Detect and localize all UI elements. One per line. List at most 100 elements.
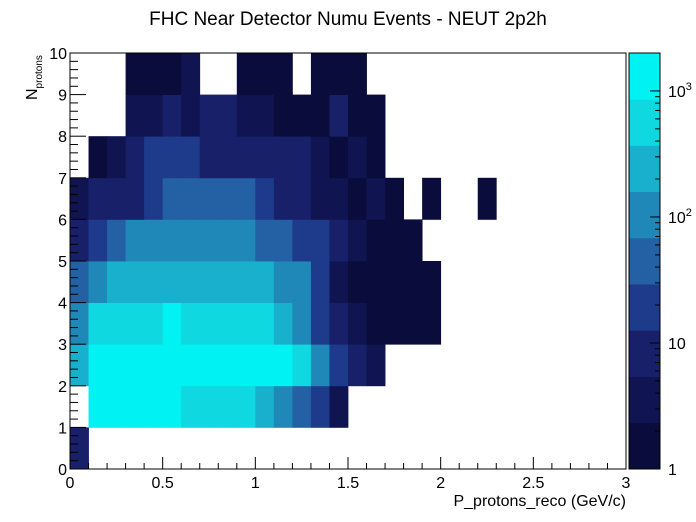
heatmap-cell [144, 261, 164, 303]
heatmap-cell [329, 344, 349, 387]
heatmap-cell [273, 136, 293, 179]
heatmap-cell [162, 53, 182, 95]
heatmap-cell [181, 219, 201, 262]
x-tick-label: 1 [251, 475, 260, 492]
heatmap-cell [218, 344, 238, 387]
heatmap-cell [348, 94, 367, 137]
heatmap-cell [144, 302, 164, 345]
heatmap-cell [422, 302, 442, 345]
heatmap-cell [236, 136, 256, 179]
heatmap-cell [366, 261, 386, 303]
color-scale-label: 102 [668, 207, 692, 227]
heatmap-cell [273, 177, 293, 220]
heatmap-cell [88, 302, 108, 345]
heatmap-cell [88, 219, 108, 262]
heatmap-cell [70, 261, 89, 303]
heatmap-cell [255, 136, 275, 179]
heatmap-cell [218, 261, 238, 303]
heatmap-cell [422, 261, 442, 303]
heatmap-cell [255, 385, 275, 428]
heatmap-cell [125, 136, 145, 179]
x-tick-label: 0.5 [152, 475, 174, 492]
heatmap-cell [348, 219, 367, 262]
heatmap-cell [88, 344, 108, 387]
y-tick-label: 1 [58, 420, 67, 437]
heatmap-cell [162, 344, 182, 387]
heatmap-cell [329, 177, 349, 220]
heatmap-cell [310, 261, 330, 303]
heatmap-cell [366, 219, 386, 262]
color-scale-step [629, 330, 660, 377]
heatmap-cell [348, 344, 367, 387]
heatmap-cell [403, 261, 423, 303]
heatmap-cell [125, 219, 145, 262]
x-tick-label: 3 [622, 475, 631, 492]
heatmap-cell [162, 302, 182, 345]
heatmap-cell [162, 261, 182, 303]
heatmap-cell [255, 177, 275, 220]
heatmap-cell [181, 177, 201, 220]
heatmap-cell [107, 302, 126, 345]
heatmap-cell [144, 94, 164, 137]
y-tick-label: 3 [58, 337, 67, 354]
heatmap-cell [477, 177, 497, 220]
color-scale-border [628, 52, 661, 470]
y-tick-label: 6 [58, 212, 67, 229]
heatmap-cell [348, 53, 367, 95]
y-tick-label: 0 [58, 462, 67, 479]
heatmap-cell [199, 261, 219, 303]
heatmap-cell [162, 177, 182, 220]
heatmap-cell [366, 177, 386, 220]
heatmap-cell [125, 302, 145, 345]
heatmap-cell [255, 53, 275, 95]
heatmap-cell [199, 302, 219, 345]
heatmap-cell [199, 344, 219, 387]
y-tick-label: 5 [58, 254, 67, 271]
heatmap-cell [273, 302, 293, 345]
heatmap-cell [107, 344, 126, 387]
heatmap-cell [403, 302, 423, 345]
heatmap-cell [199, 136, 219, 179]
heatmap-cell [70, 427, 89, 470]
heatmap-cell [181, 385, 201, 428]
heatmap-cell [292, 261, 312, 303]
heatmap-cell [70, 344, 89, 387]
heatmap-cell [273, 385, 293, 428]
heatmap-cell [273, 94, 293, 137]
heatmap-cell [310, 219, 330, 262]
heatmap-cell [329, 261, 349, 303]
color-scale-step [629, 376, 660, 424]
heatmap-cell [144, 219, 164, 262]
color-scale-step [629, 422, 660, 470]
color-scale-step [629, 284, 660, 331]
x-axis-label: P_protons_reco (GeV/c) [453, 493, 626, 510]
heatmap-cell [181, 302, 201, 345]
color-scale-step [629, 99, 660, 146]
heatmap-cell [107, 219, 126, 262]
heatmap-cell [292, 302, 312, 345]
heatmap-cell [88, 261, 108, 303]
heatmap-cell [236, 219, 256, 262]
heatmap-cell [348, 261, 367, 303]
y-axis-label-main: N [24, 88, 41, 100]
color-scale-bar: 1 10 102 103 [628, 52, 692, 479]
heatmap-cell [107, 261, 126, 303]
heatmap-cell [125, 177, 145, 220]
heatmap-cell [310, 136, 330, 179]
heatmap-cell [144, 53, 164, 95]
y-tick-label: 7 [58, 171, 67, 188]
heatmap-cell [125, 94, 145, 137]
heatmap-cell [292, 177, 312, 220]
heatmap-cell [292, 219, 312, 262]
heatmap-cell [385, 261, 404, 303]
heatmap-cell [236, 261, 256, 303]
heatmap-cell [125, 53, 145, 95]
heatmap-cell [199, 219, 219, 262]
y-tick-label: 9 [58, 88, 67, 105]
heatmap-cell [348, 177, 367, 220]
heatmap-cell [218, 136, 238, 179]
x-tick-label: 1.5 [337, 475, 359, 492]
heatmap-cell [181, 136, 201, 179]
heatmap-cell [125, 344, 145, 387]
